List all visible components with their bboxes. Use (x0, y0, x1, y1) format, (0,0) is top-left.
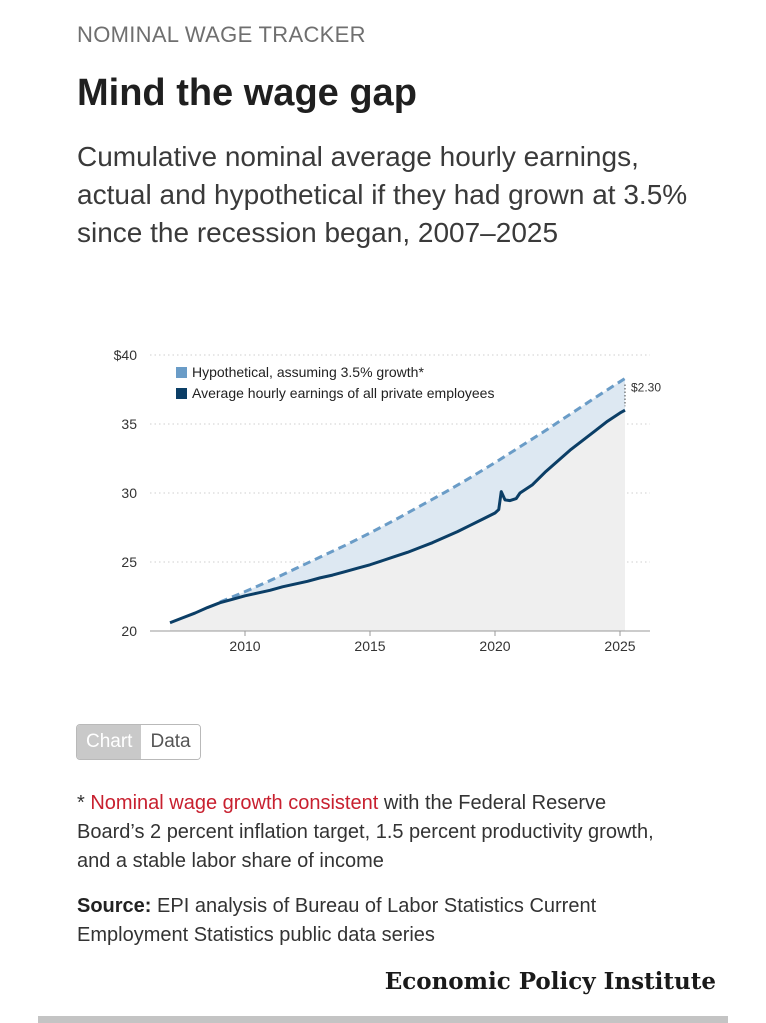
hypothetical-series-line (219, 377, 626, 604)
footnote-marker: * (77, 792, 91, 814)
chart-subtitle: Cumulative nominal average hourly earnin… (77, 141, 688, 248)
legend-swatch (176, 388, 187, 399)
x-tick-label: 2015 (354, 638, 385, 654)
x-tick-label: 2025 (604, 638, 635, 654)
y-tick-label: 25 (121, 554, 137, 570)
brand-logo-text: Economic Policy Institute (384, 968, 716, 995)
footnote-link[interactable]: Nominal wage growth consistent (90, 792, 379, 814)
x-tick-label: 2010 (229, 638, 260, 654)
actual-series-line (169, 408, 626, 625)
chart-data-toggle: Chart Data (76, 724, 201, 760)
legend-label: Average hourly earnings of all private e… (192, 385, 494, 401)
y-tick-label: 20 (121, 623, 137, 639)
page-title: Mind the wage gap (77, 72, 417, 114)
source-text: EPI analysis of Bureau of Labor Statisti… (77, 895, 597, 946)
source-note: Source: EPI analysis of Bureau of Labor … (77, 892, 697, 950)
gap-annotation-label: $2.30 (631, 380, 661, 394)
x-tick-label: 2020 (479, 638, 510, 654)
chart-tab-button[interactable]: Chart (77, 725, 142, 759)
area-under-actual (170, 410, 625, 631)
source-label: Source: (77, 895, 152, 917)
footnote-text: with the Federal Reserve Board’s 2 perce… (77, 792, 654, 872)
footnote: * Nominal wage growth consistent with th… (77, 789, 677, 876)
legend-swatch (176, 367, 187, 378)
data-tab-button[interactable]: Data (141, 725, 200, 759)
kicker: NOMINAL WAGE TRACKER (77, 22, 366, 47)
y-tick-label: 35 (121, 416, 137, 432)
legend-label: Hypothetical, assuming 3.5% growth* (192, 364, 424, 380)
y-tick-label: 30 (121, 485, 137, 501)
bottom-divider (38, 1016, 728, 1023)
y-tick-label: $40 (114, 347, 138, 363)
